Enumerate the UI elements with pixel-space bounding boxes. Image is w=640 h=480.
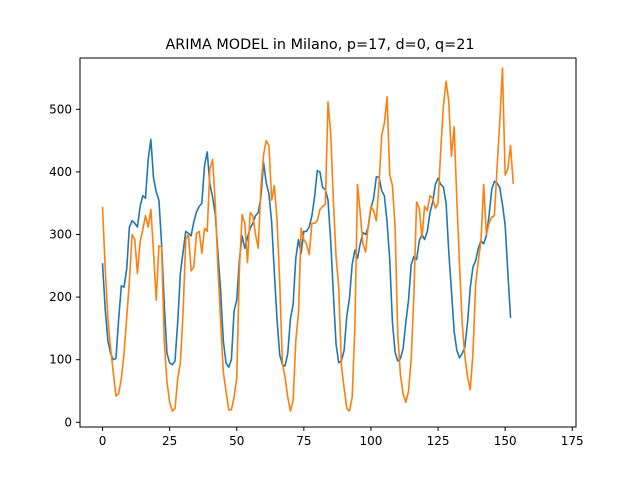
series-line-2 bbox=[101, 67, 515, 412]
x-tick-label: 0 bbox=[99, 434, 107, 448]
plot-frame bbox=[79, 57, 577, 428]
y-axis: 0 100 200 300 400 500 bbox=[49, 102, 80, 429]
x-tick-label: 25 bbox=[162, 434, 177, 448]
x-tick-label: 175 bbox=[561, 434, 584, 448]
x-tick-label: 100 bbox=[359, 434, 382, 448]
y-tick-label: 100 bbox=[49, 353, 72, 367]
series-line-1 bbox=[101, 138, 512, 369]
x-tick-label: 50 bbox=[229, 434, 244, 448]
x-axis: 0 25 50 75 100 125 150 175 bbox=[99, 427, 584, 448]
y-tick-label: 500 bbox=[49, 102, 72, 116]
chart-title: ARIMA MODEL in Milano, p=17, d=0, q=21 bbox=[165, 37, 474, 53]
y-tick-label: 300 bbox=[49, 228, 72, 242]
y-tick-label: 400 bbox=[49, 165, 72, 179]
x-tick-label: 125 bbox=[427, 434, 450, 448]
y-tick-label: 200 bbox=[49, 290, 72, 304]
series-group bbox=[101, 67, 515, 412]
x-tick-label: 75 bbox=[296, 434, 311, 448]
x-tick-label: 150 bbox=[494, 434, 517, 448]
y-tick-label: 0 bbox=[64, 415, 72, 429]
